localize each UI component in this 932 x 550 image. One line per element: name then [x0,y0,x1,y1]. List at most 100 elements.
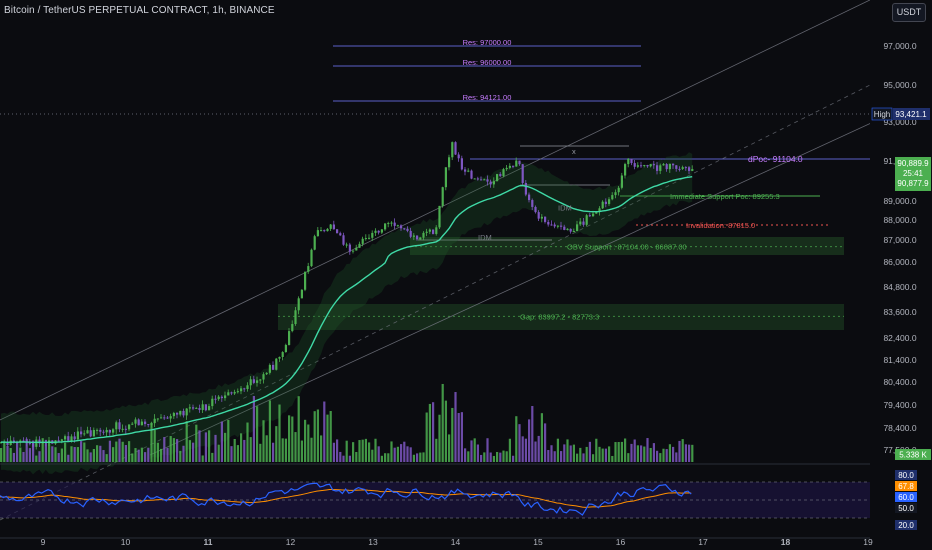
candle-body [358,243,361,248]
candle-body [617,187,620,193]
price-axis[interactable]: 97,000.095,000.093,000.091,000.089,000.0… [870,0,932,550]
candle-body [304,271,307,290]
volume-bar [345,440,348,462]
candle-body [489,181,492,185]
candle-body [176,413,179,415]
candle-body [601,201,604,209]
volume-bar [361,439,364,462]
volume-bar [611,455,614,462]
volume-bar [387,453,390,462]
volume-bar [393,447,396,462]
volume-bar [492,455,495,462]
candle-body [505,167,508,170]
volume-bar [310,437,313,462]
volume-bar [249,437,252,462]
volume-bar [467,451,470,462]
candle-body [518,160,521,165]
volume-bar [473,438,476,462]
volume-bar [217,444,220,462]
candle-body [451,142,454,158]
volume-bar [598,446,601,462]
candle-body [537,212,540,219]
time-tick-label: 9 [41,537,46,547]
candle-body [236,391,239,393]
price-tick-label: 82,400.0 [883,333,916,343]
candle-body [265,372,268,375]
candle-body [99,429,102,432]
time-axis[interactable]: 9 10 11 12 13 14 15 16 17 18 19 [41,537,873,547]
rsi-pane [0,463,870,539]
candle-body [300,289,303,299]
volume-bar [646,438,649,462]
volume-bar [643,446,646,462]
candle-body [355,247,358,251]
candle-body [147,424,150,426]
candle-body [310,249,313,267]
candle-body [6,441,9,446]
candle-body [681,167,684,169]
candle-body [448,157,451,168]
volume-bar [291,416,294,462]
candle-body [230,392,233,394]
candle-body [169,416,172,419]
candle-body [291,324,294,332]
volume-bar [614,442,617,462]
candle-body [32,443,35,447]
volume-bar [121,441,124,462]
volume-bar [32,440,35,462]
candle-body [326,228,329,232]
volume-bar [569,445,572,462]
volume-bar [652,443,655,462]
candle-body [611,195,614,200]
volume-bar [115,441,118,462]
channel-lower-line [149,94,932,456]
candle-body [380,229,383,233]
candle-body [281,352,284,357]
candle-body [243,388,246,390]
candle-body [636,165,639,167]
candle-body [576,224,579,231]
volume-bar [640,445,643,462]
candle-body [371,232,374,238]
volume-bar [22,451,25,462]
volume-bar [224,432,227,462]
time-tick-label: 10 [121,537,131,547]
volume-bar [233,438,236,462]
candle-body [288,331,291,345]
candle-body [198,407,201,410]
candle-body [144,421,147,425]
time-tick-label: 17 [698,537,708,547]
price-tick-label: 83,600.0 [883,307,916,317]
volume-bar [662,448,665,462]
candle-body [691,169,694,171]
candle-body [409,230,412,237]
volume-bar [128,441,131,462]
chart-title: Bitcoin / TetherUS PERPETUAL CONTRACT, 1… [4,5,275,16]
volume-bar [262,420,265,462]
volume-bar [25,438,28,462]
volume-bar [438,414,441,462]
volume-bar [451,407,454,462]
candle-body [630,158,633,164]
volume-bar [70,446,73,462]
volume-bar [150,422,153,462]
volume-bar [675,452,678,462]
volume-bar [182,445,185,462]
candle-body [313,236,316,250]
candle-body [249,379,252,386]
volume-bar [6,445,9,462]
volume-bar [160,448,163,462]
currency-button[interactable]: USDT [892,3,926,22]
volume-bar [60,448,63,462]
candle-body [579,221,582,225]
volume-bar [3,441,6,462]
volume-bar [201,455,204,462]
candle-body [339,233,342,236]
candle-body [595,211,598,214]
volume-bar [441,383,444,462]
volume-bar [665,449,668,462]
candle-body [105,429,108,433]
volume-bar [521,436,524,462]
